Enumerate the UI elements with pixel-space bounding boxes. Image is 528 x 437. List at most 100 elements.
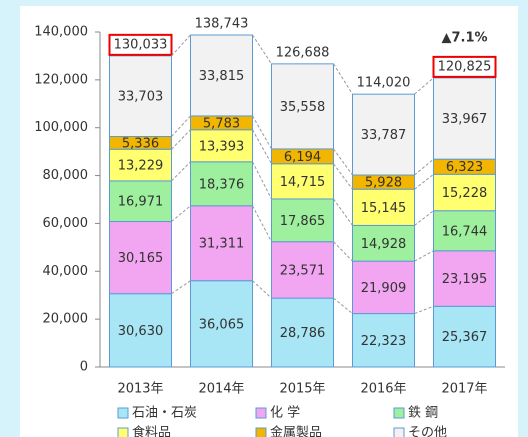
- x-tick-label: 2013年: [117, 382, 163, 397]
- legend-swatch: [117, 427, 129, 437]
- legend-swatch: [255, 407, 267, 419]
- legend-label: 鉄 鋼: [408, 406, 438, 421]
- bar-segment: [271, 163, 334, 200]
- connector: [414, 77, 434, 95]
- legend-label: 金属製品: [270, 425, 322, 437]
- bar-segment: [433, 305, 496, 368]
- connector: [252, 129, 272, 165]
- data-label: 6,323: [446, 160, 483, 175]
- data-label: 6,194: [284, 150, 321, 165]
- connector: [333, 241, 353, 262]
- bar-segment: [433, 173, 496, 212]
- data-label: 31,311: [199, 237, 245, 252]
- connector: [414, 173, 434, 190]
- data-label: 5,928: [365, 176, 402, 191]
- y-tick-label: 20,000: [43, 312, 89, 327]
- legend-label: 化 学: [270, 405, 300, 421]
- bar-segment: [190, 129, 253, 163]
- bar-segment: [271, 297, 334, 368]
- bar-segment: [190, 161, 253, 207]
- data-label: 15,145: [361, 201, 407, 216]
- data-label: 33,703: [118, 90, 164, 105]
- data-label: 5,783: [203, 116, 240, 131]
- data-label: 14,715: [280, 175, 326, 190]
- data-label: 22,323: [361, 334, 407, 349]
- y-tick-label: 80,000: [43, 168, 89, 183]
- y-tick-label: 100,000: [34, 120, 88, 135]
- data-label: 13,393: [199, 139, 245, 154]
- total-label: 114,020: [357, 76, 411, 91]
- data-label: 30,630: [118, 324, 164, 339]
- data-label: 14,928: [361, 237, 407, 252]
- connector: [333, 63, 353, 95]
- connector: [333, 198, 353, 226]
- data-label: 36,065: [199, 317, 245, 332]
- bar-segment: [190, 34, 253, 117]
- data-label: 17,865: [280, 214, 326, 229]
- connector: [171, 129, 191, 150]
- y-tick-label: 60,000: [43, 216, 89, 231]
- data-label: 18,376: [199, 177, 245, 192]
- connector: [333, 297, 353, 314]
- connector: [171, 161, 191, 182]
- y-tick-label: 40,000: [43, 264, 89, 279]
- connector: [333, 148, 353, 176]
- legend-swatch: [255, 427, 267, 437]
- bar-segment: [352, 93, 415, 176]
- data-label: 28,786: [280, 326, 326, 341]
- bar-segment: [109, 180, 172, 223]
- x-tick-label: 2016年: [360, 382, 406, 397]
- annotation: ▲7.1%: [441, 31, 487, 46]
- legend-swatch: [117, 407, 129, 419]
- connector: [414, 158, 434, 176]
- x-tick-label: 2014年: [198, 382, 244, 397]
- bar-segment: [271, 241, 334, 299]
- total-label: 120,825: [438, 59, 492, 74]
- connector: [252, 161, 272, 200]
- data-label: 15,228: [442, 186, 488, 201]
- data-label: 16,971: [118, 195, 164, 210]
- data-label: 33,815: [199, 69, 245, 84]
- total-label: 126,688: [276, 45, 330, 60]
- bar-segment: [271, 63, 334, 150]
- y-tick-label: 0: [80, 360, 88, 375]
- data-label: 30,165: [118, 251, 164, 266]
- bar-segment: [433, 77, 496, 160]
- connector: [414, 210, 434, 226]
- bar-segment: [190, 205, 253, 282]
- connector: [333, 163, 353, 190]
- bar-segment: [190, 280, 253, 368]
- highlight-box: [108, 33, 173, 56]
- y-tick-label: 120,000: [34, 72, 88, 87]
- legend-swatch: [393, 407, 405, 419]
- bar-segment: [109, 55, 172, 137]
- bar-segment: [109, 293, 172, 368]
- data-label: 21,909: [361, 281, 407, 296]
- connector: [252, 280, 272, 299]
- data-label: 5,336: [122, 136, 159, 151]
- connector: [171, 280, 191, 295]
- bar-segment: [109, 148, 172, 182]
- connector: [252, 34, 272, 65]
- legend-swatch: [393, 427, 405, 437]
- connector: [414, 305, 434, 315]
- bar-segment: [352, 313, 415, 368]
- data-label: 16,744: [442, 224, 488, 239]
- data-label: 25,367: [442, 330, 488, 345]
- connector: [252, 205, 272, 242]
- legend-label: 食料品: [132, 425, 171, 437]
- legend-label: その他: [408, 426, 447, 437]
- bar-segment: [433, 210, 496, 252]
- bar-segment: [352, 260, 415, 315]
- x-tick-label: 2015年: [279, 382, 325, 397]
- bar-segment: [271, 198, 334, 243]
- data-label: 35,558: [280, 100, 326, 115]
- bar-segment: [109, 221, 172, 295]
- y-tick-label: 140,000: [34, 25, 88, 40]
- data-label: 23,571: [280, 263, 326, 278]
- connector: [252, 115, 272, 150]
- connector: [171, 205, 191, 222]
- data-label: 33,967: [442, 112, 488, 127]
